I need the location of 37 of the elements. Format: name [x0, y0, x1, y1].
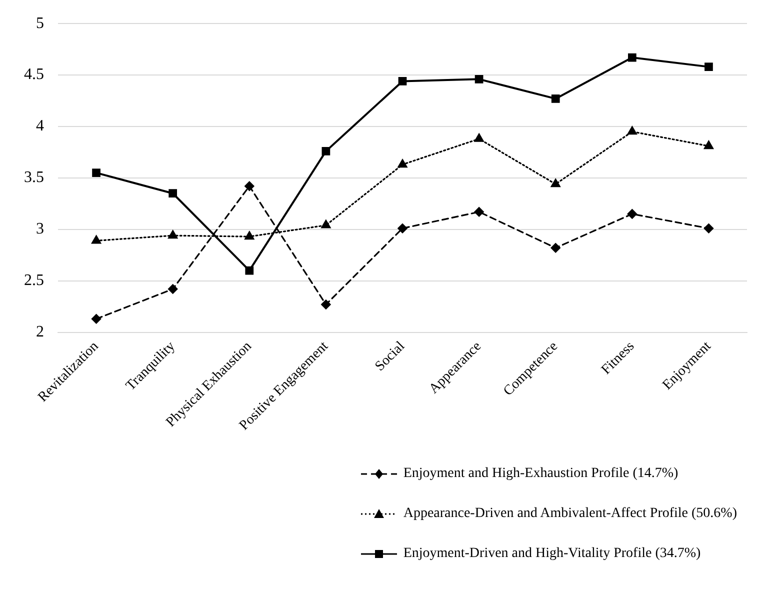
point: [168, 284, 178, 294]
y-tick-label: 2.5: [24, 272, 44, 290]
point: [704, 62, 713, 71]
point: [704, 140, 714, 150]
y-tick-label: 3: [36, 220, 44, 238]
point: [321, 220, 331, 228]
point: [244, 181, 254, 191]
point: [550, 243, 560, 253]
y-tick-label: 4: [36, 118, 44, 135]
point: [244, 231, 254, 240]
y-tick-label: 4.5: [24, 66, 44, 84]
point: [168, 189, 178, 198]
point: [398, 224, 408, 234]
point: [474, 134, 484, 142]
point: [627, 209, 637, 219]
point: [627, 126, 637, 135]
y-tick-label: 2: [36, 323, 44, 340]
point: [91, 314, 102, 324]
point: [474, 207, 484, 217]
point: [322, 147, 330, 156]
point: [92, 168, 100, 177]
point: [550, 178, 560, 188]
point: [398, 159, 408, 168]
y-tick-label: 3.5: [24, 169, 44, 186]
point: [245, 266, 254, 275]
point: [551, 94, 560, 103]
y-tick-label: 5: [36, 14, 44, 32]
point: [704, 224, 714, 234]
legend-label: Appearance-Driven and Ambivalent-Affect Profile (50.6%): [403, 506, 737, 522]
point: [628, 53, 636, 62]
point: [398, 77, 407, 86]
point: [92, 235, 101, 244]
point: [474, 74, 484, 84]
point: [321, 300, 331, 310]
legend-label: Enjoyment and High-Exhaustion Profile (14.7%): [403, 466, 678, 482]
legend-label: Enjoyment-Driven and High-Vitality Profile (34.7%): [403, 546, 701, 562]
point: [168, 230, 178, 239]
